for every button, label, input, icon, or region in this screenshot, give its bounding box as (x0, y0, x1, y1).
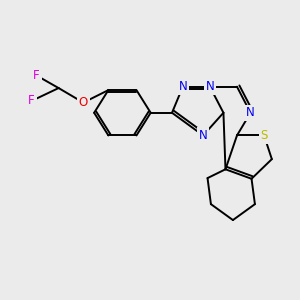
Text: O: O (79, 96, 88, 109)
Text: N: N (246, 106, 255, 119)
Text: N: N (206, 80, 214, 93)
Text: F: F (28, 94, 35, 107)
Text: S: S (260, 129, 268, 142)
Text: F: F (33, 69, 40, 82)
Text: N: N (178, 80, 187, 93)
Text: N: N (199, 129, 208, 142)
